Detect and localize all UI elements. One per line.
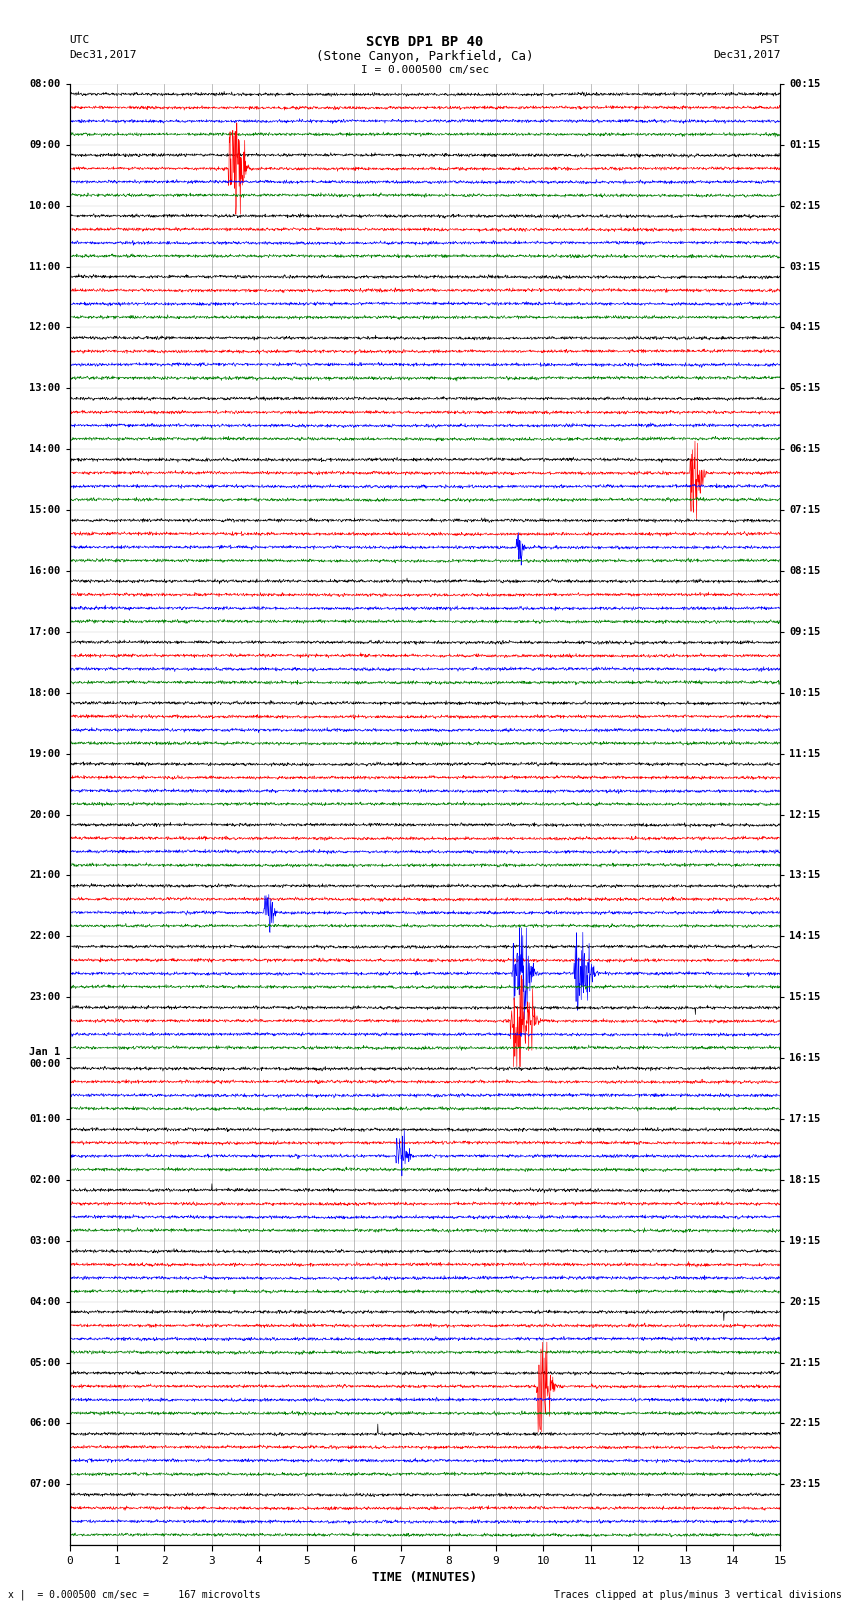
Text: Traces clipped at plus/minus 3 vertical divisions: Traces clipped at plus/minus 3 vertical …: [553, 1590, 842, 1600]
Text: Dec31,2017: Dec31,2017: [70, 50, 137, 60]
Text: PST: PST: [760, 35, 780, 45]
Text: (Stone Canyon, Parkfield, Ca): (Stone Canyon, Parkfield, Ca): [316, 50, 534, 63]
Text: x |  = 0.000500 cm/sec =     167 microvolts: x | = 0.000500 cm/sec = 167 microvolts: [8, 1589, 261, 1600]
Text: I = 0.000500 cm/sec: I = 0.000500 cm/sec: [361, 65, 489, 74]
X-axis label: TIME (MINUTES): TIME (MINUTES): [372, 1571, 478, 1584]
Text: UTC: UTC: [70, 35, 90, 45]
Text: SCYB DP1 BP 40: SCYB DP1 BP 40: [366, 35, 484, 50]
Text: Dec31,2017: Dec31,2017: [713, 50, 780, 60]
